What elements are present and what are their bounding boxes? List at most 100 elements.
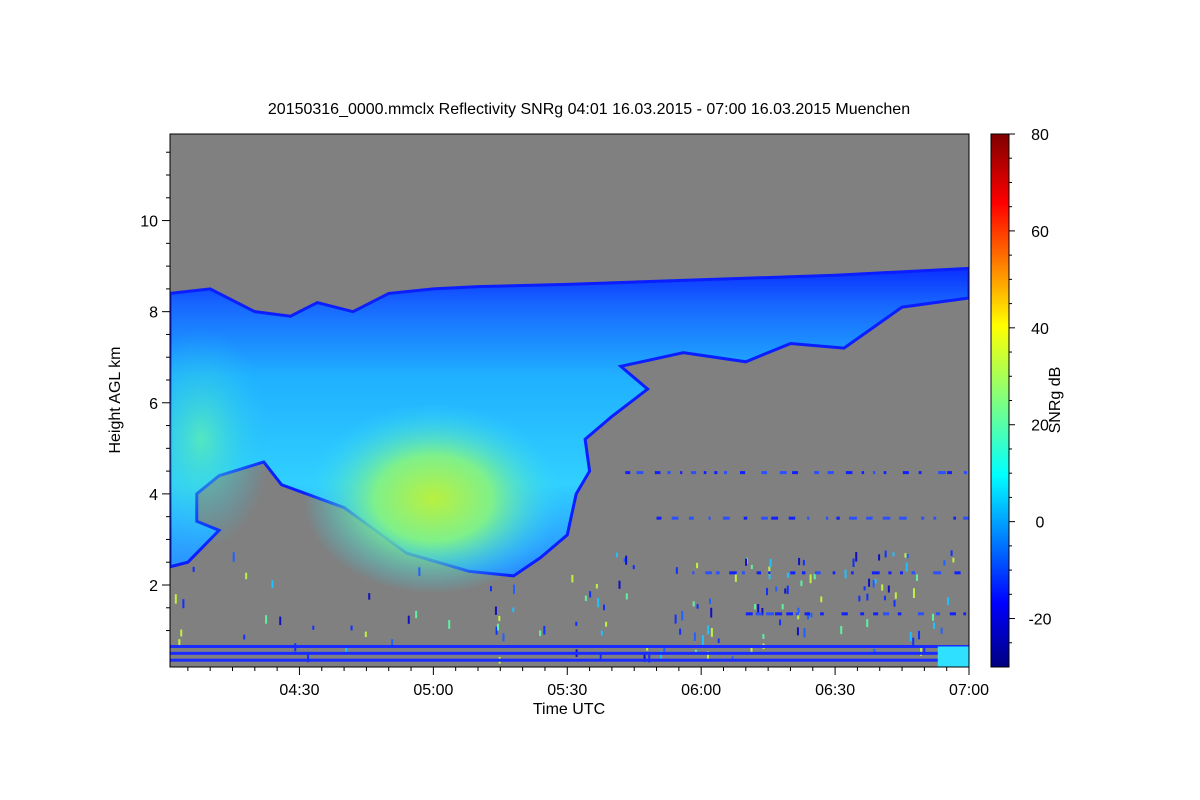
speckle-mark (940, 627, 943, 634)
speckle-mark (710, 628, 713, 637)
colorbar-ticks: -20 0 20 40 60 80 (1009, 127, 1052, 644)
speckle-mark (391, 639, 394, 646)
speckle-mark (918, 630, 921, 640)
layer-mark (636, 471, 644, 475)
speckle-mark (632, 564, 635, 570)
speckle-mark (943, 560, 946, 566)
speckle-mark (706, 651, 709, 661)
speckle-mark (717, 638, 720, 643)
layer-mark (729, 571, 737, 575)
speckle-mark (858, 595, 861, 602)
speckle-mark (813, 573, 816, 580)
layer-mark (954, 571, 961, 575)
speckle-mark (950, 550, 953, 556)
speckle-mark (893, 600, 896, 607)
speckle-mark (675, 567, 678, 574)
speckle-mark (866, 593, 869, 601)
layer-mark (771, 516, 779, 520)
speckle-mark (786, 572, 789, 578)
layer-mark (825, 516, 829, 520)
x-axis-ticks: 04:30 05:00 05:30 06:00 06:30 07:00 (187, 667, 989, 699)
layer-mark (935, 612, 941, 616)
radar-echoes (170, 266, 969, 667)
speckle-mark (809, 574, 812, 584)
layer-mark (947, 471, 953, 475)
speckle-mark (350, 625, 353, 631)
layer-mark (691, 471, 697, 475)
speckle-mark (623, 557, 626, 563)
speckle-mark (757, 604, 760, 614)
layer-mark (739, 471, 746, 475)
speckle-mark (868, 578, 871, 587)
speckle-mark (489, 585, 492, 592)
y-tick-label: 8 (149, 305, 158, 322)
layer-mark (703, 471, 707, 475)
layer-mark (722, 516, 730, 520)
colorbar-tick-label: 40 (1031, 321, 1049, 338)
layer-mark (814, 471, 820, 475)
speckle-mark (916, 574, 919, 581)
layer-mark (888, 571, 892, 575)
speckle-mark (497, 623, 500, 631)
speckle-mark (584, 595, 587, 601)
speckle-mark (498, 615, 501, 621)
speckle-mark (418, 567, 421, 576)
layer-mark (743, 516, 748, 520)
x-tick-label: 05:30 (547, 682, 587, 699)
speckle-mark (750, 564, 753, 570)
speckle-mark (779, 619, 782, 626)
speckle-mark (750, 646, 753, 654)
y-tick-label: 4 (149, 487, 158, 504)
layer-mark (692, 571, 695, 575)
layer-mark (795, 612, 799, 616)
speckle-mark (873, 648, 876, 654)
layer-mark (832, 571, 836, 575)
speckle-mark (761, 608, 764, 616)
chart-title: 20150316_0000.mmclx Reflectivity SNRg 04… (268, 101, 910, 118)
speckle-mark (775, 586, 778, 592)
left-echo-enhancement (170, 329, 272, 550)
layer-mark (724, 471, 728, 475)
colorbar-label: SNRg dB (1047, 367, 1064, 434)
speckle-mark (754, 604, 757, 610)
speckle-mark (174, 594, 177, 604)
speckle-mark (625, 593, 628, 600)
layer-mark (963, 516, 969, 520)
speckle-mark (575, 621, 578, 626)
layer-mark (953, 516, 957, 520)
speckle-mark (407, 615, 410, 624)
speckle-mark (660, 651, 663, 659)
speckle-mark (909, 631, 912, 642)
layer-mark (902, 471, 909, 475)
speckle-mark (543, 625, 546, 635)
speckle-mark (600, 630, 603, 636)
speckle-mark (881, 584, 884, 591)
layer-mark (625, 471, 631, 475)
layer-mark (714, 471, 718, 475)
speckle-mark (307, 652, 310, 663)
speckle-mark (595, 583, 598, 589)
speckle-mark (863, 586, 866, 591)
layer-mark (688, 516, 694, 520)
layer-mark (866, 516, 873, 520)
surface-band (170, 645, 969, 648)
layer-mark (911, 571, 916, 575)
speckle-mark (192, 566, 195, 572)
speckle-mark (912, 588, 915, 599)
speckle-mark (243, 634, 246, 640)
high-snr-core (303, 403, 564, 594)
surface-clutter (937, 646, 969, 667)
speckle-mark (923, 648, 926, 655)
speckle-mark (448, 619, 451, 629)
speckle-mark (931, 613, 934, 621)
speckle-mark (874, 578, 877, 584)
speckle-mark (844, 569, 847, 579)
speckle-mark (692, 601, 695, 607)
x-tick-label: 04:30 (279, 682, 319, 699)
layer-mark (899, 516, 907, 520)
speckle-mark (745, 558, 748, 566)
surface-band (170, 658, 969, 662)
speckle-mark (769, 558, 772, 568)
speckle-mark (852, 558, 855, 568)
speckle-mark (797, 607, 800, 614)
